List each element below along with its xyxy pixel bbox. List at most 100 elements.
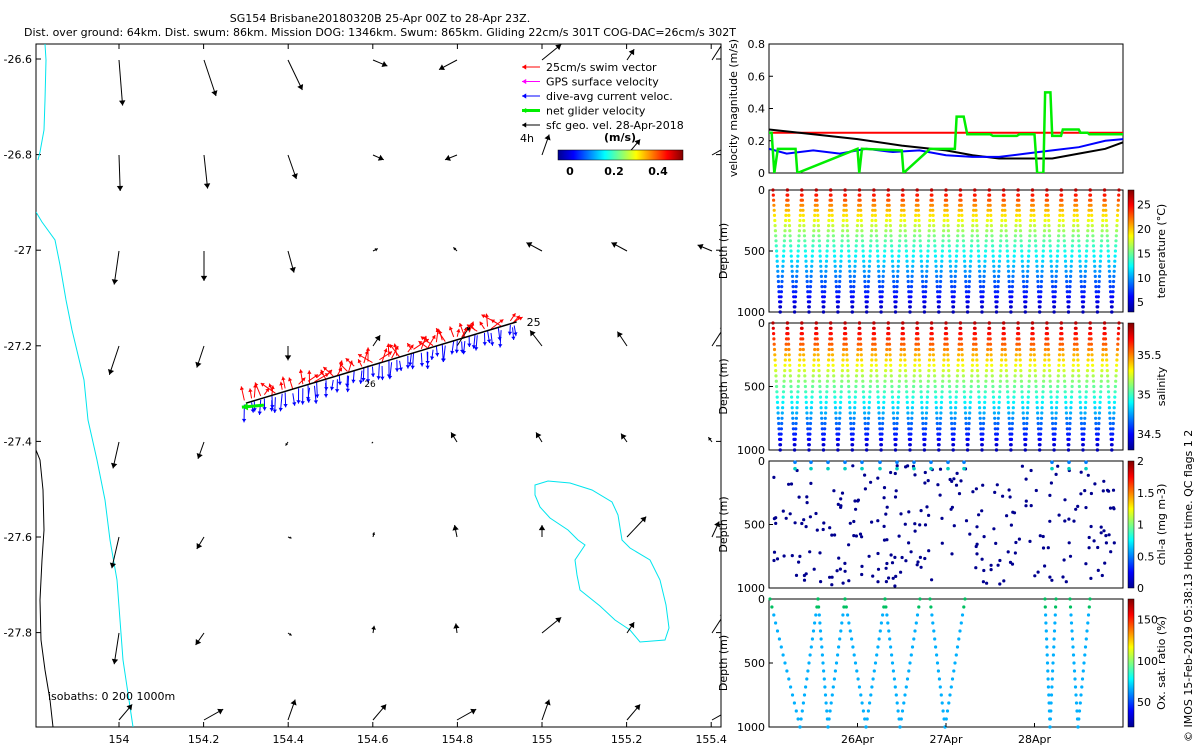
oxygen-point bbox=[939, 685, 942, 688]
chla-point bbox=[958, 492, 961, 495]
salinity-point bbox=[782, 396, 785, 399]
salinity-point bbox=[784, 358, 787, 361]
temperature-point bbox=[1086, 229, 1089, 232]
salinity-point bbox=[977, 385, 980, 388]
chla-point bbox=[1042, 535, 1045, 538]
oxygen-colorbar bbox=[1128, 599, 1134, 727]
temperature-point bbox=[909, 295, 912, 298]
salinity-point bbox=[885, 353, 888, 356]
temperature-point bbox=[1043, 234, 1046, 237]
oxygen-point bbox=[950, 685, 953, 688]
salinity-point bbox=[771, 321, 774, 324]
temperature-point bbox=[1049, 244, 1052, 247]
temperature-point bbox=[924, 285, 927, 288]
chla-point bbox=[843, 460, 847, 464]
temperature-point bbox=[877, 265, 880, 268]
salinity-point bbox=[1007, 406, 1010, 409]
temperature-point bbox=[776, 260, 779, 263]
salinity-point bbox=[986, 353, 989, 356]
chla-point bbox=[1048, 576, 1051, 579]
temperature-point bbox=[868, 265, 871, 268]
oxygen-point bbox=[1045, 637, 1048, 640]
temperature-point bbox=[938, 305, 941, 308]
salinity-point bbox=[1006, 390, 1009, 393]
salinity-point bbox=[868, 390, 871, 393]
temperature-point bbox=[896, 280, 899, 283]
salinity-point bbox=[1015, 353, 1018, 356]
salinity-point bbox=[1038, 443, 1041, 446]
salinity-point bbox=[954, 401, 957, 404]
temperature-point bbox=[1090, 209, 1093, 212]
oxygen-point bbox=[1081, 677, 1084, 680]
temperature-point bbox=[851, 300, 854, 303]
salinity-point bbox=[959, 321, 962, 324]
temperature-point bbox=[1093, 270, 1096, 273]
salinity-point bbox=[921, 417, 924, 420]
salinity-point bbox=[845, 353, 848, 356]
temperature-point bbox=[826, 249, 829, 252]
salinity-point bbox=[942, 364, 945, 367]
chla-point bbox=[1048, 520, 1051, 523]
temperature-point bbox=[1102, 214, 1105, 217]
salinity-point bbox=[848, 406, 851, 409]
temperature-point bbox=[921, 285, 924, 288]
salinity-point bbox=[1047, 358, 1050, 361]
temperature-point bbox=[1000, 229, 1003, 232]
chla-point bbox=[913, 473, 916, 476]
temperature-point bbox=[913, 239, 916, 242]
salinity-point bbox=[820, 417, 823, 420]
chla-point bbox=[847, 579, 850, 582]
salinity-point bbox=[1050, 396, 1053, 399]
temperature-point bbox=[840, 249, 843, 252]
temperature-point bbox=[1071, 234, 1074, 237]
temperature-point bbox=[1061, 214, 1064, 217]
salinity-point bbox=[905, 385, 908, 388]
salinity-point bbox=[1044, 353, 1047, 356]
temperature-point bbox=[968, 285, 971, 288]
salinity-point bbox=[932, 364, 935, 367]
chla-point bbox=[1067, 518, 1070, 521]
salinity-point bbox=[974, 343, 977, 346]
chla-point bbox=[895, 467, 899, 471]
oxygen-point bbox=[831, 693, 834, 696]
figure-title: SG154 Brisbane20180320B 25-Apr 00Z to 28… bbox=[0, 12, 760, 25]
temperature-point bbox=[1091, 224, 1094, 227]
salinity-point bbox=[784, 348, 787, 351]
oxygen-point bbox=[889, 645, 892, 648]
temperature-point bbox=[935, 270, 938, 273]
salinity-point bbox=[895, 433, 898, 436]
temperature-point bbox=[942, 234, 945, 237]
temperature-point bbox=[907, 280, 910, 283]
chla-point bbox=[1090, 525, 1093, 528]
salinity-point bbox=[831, 348, 834, 351]
temperature-point bbox=[917, 219, 920, 222]
salinity-point bbox=[949, 401, 952, 404]
temperature-point bbox=[1029, 214, 1032, 217]
temperature-point bbox=[1055, 275, 1058, 278]
temperature-point bbox=[956, 229, 959, 232]
temperature-point bbox=[971, 219, 974, 222]
salinity-point bbox=[816, 343, 819, 346]
salinity-ylabel: Depth (m) bbox=[717, 358, 730, 414]
chla-point bbox=[1039, 534, 1042, 537]
temperature-point bbox=[1049, 249, 1052, 252]
oxygen-point bbox=[929, 605, 932, 608]
temperature-point bbox=[905, 260, 908, 263]
salinity-point bbox=[1097, 422, 1100, 425]
salinity-point bbox=[1032, 343, 1035, 346]
temperature-point bbox=[809, 290, 812, 293]
salinity-point bbox=[876, 385, 879, 388]
temperature-point bbox=[837, 305, 840, 308]
salinity-point bbox=[793, 448, 796, 451]
temperature-point bbox=[776, 270, 779, 273]
temperature-point bbox=[931, 199, 934, 202]
salinity-point bbox=[971, 364, 974, 367]
salinity-point bbox=[1101, 358, 1104, 361]
salinity-point bbox=[970, 374, 973, 377]
temperature-point bbox=[1058, 224, 1061, 227]
salinity-point bbox=[906, 406, 909, 409]
temperature-point bbox=[968, 270, 971, 273]
temperature-point bbox=[855, 239, 858, 242]
temperature-point bbox=[1083, 280, 1086, 283]
temperature-point bbox=[1089, 199, 1092, 202]
